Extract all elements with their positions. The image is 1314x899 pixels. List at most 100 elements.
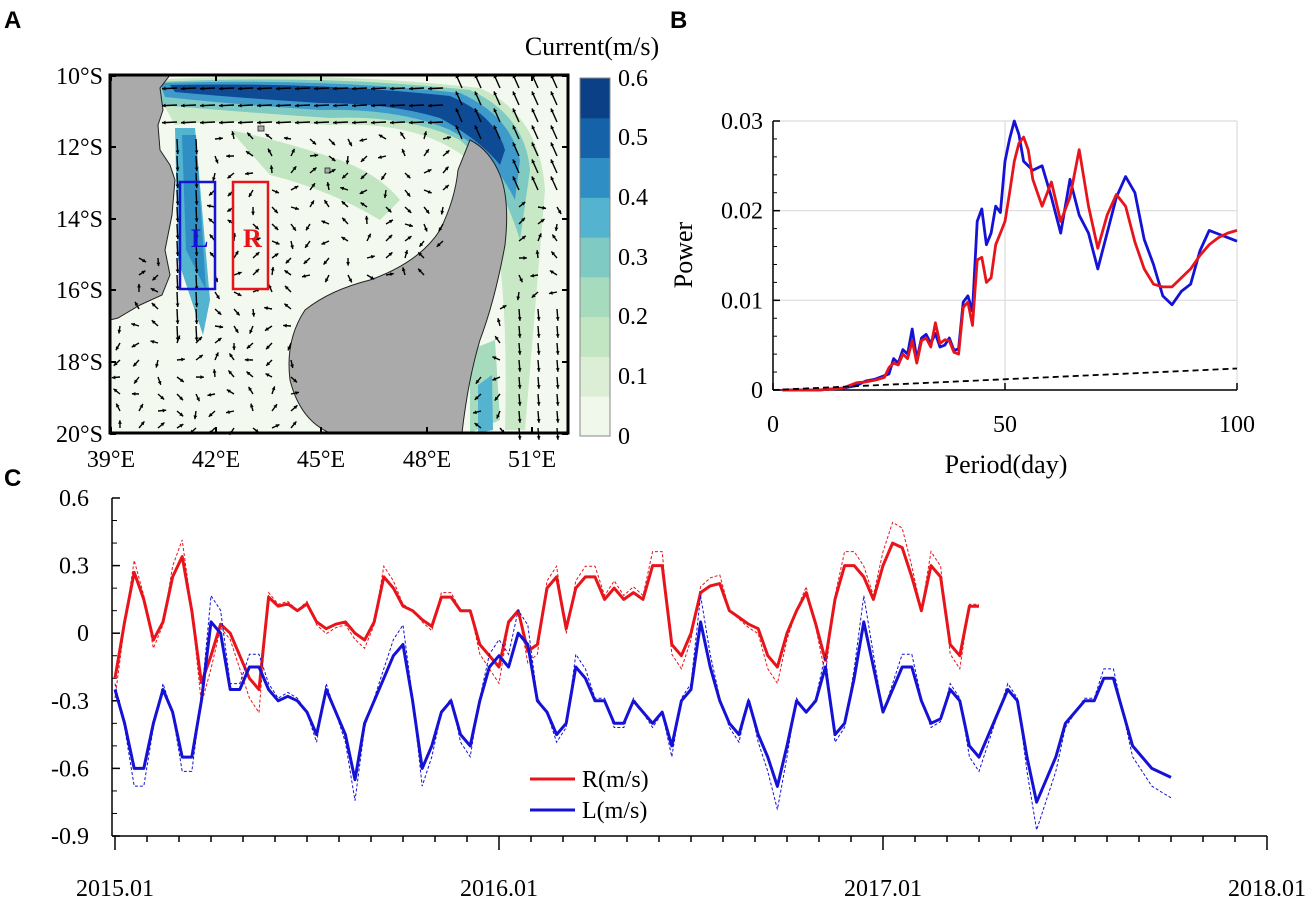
colorbar-tick: 0.2 [618,304,648,330]
current-arrowhead [175,201,180,205]
current-arrowhead [212,369,217,373]
y-tick-label: 0 [751,378,763,404]
current-arrowhead [226,410,230,414]
current-arrowhead [359,138,364,142]
current-arrowhead [496,414,500,419]
current-arrowhead [200,103,204,108]
current-arrowhead [425,149,429,154]
y-tick-label: 0.3 [59,554,89,580]
current-arrowhead [284,285,289,290]
y-tick-label: 0.02 [721,199,763,225]
current-arrowhead [194,218,199,222]
current-arrowhead [270,266,275,271]
current-arrowhead [257,86,261,91]
current-arrowhead [117,329,122,334]
current-arrowhead [555,419,560,423]
current-arrowhead [321,220,326,224]
current-arrowhead [295,391,299,395]
current-arrowhead [326,182,331,186]
current-arrowhead [175,184,180,188]
colorbar-segment [580,316,610,357]
y-tick-label: 0.6 [59,486,89,512]
current-arrowhead [256,237,261,242]
box-r-label: R [243,224,262,253]
current-arrowhead [406,192,411,197]
current-arrowhead [371,86,375,91]
current-arrowhead [175,150,180,154]
current-arrowhead [387,208,392,213]
current-arrowhead [283,323,287,328]
power-spectrum-chart: 0 0.01 0.02 0.03 0 50 100 [721,109,1255,438]
current-arrowhead [557,209,562,214]
current-arrowhead [287,346,292,351]
current-arrowhead [208,412,213,417]
box-l-label: L [191,224,208,253]
current-arrowhead [311,183,315,188]
current-arrowhead [542,205,547,210]
current-arrowhead [175,269,180,273]
legend-label-r: R(m/s) [582,767,649,793]
current-arrowhead [388,219,393,224]
colorbar-title: Current(m/s) [525,32,659,61]
current-arrowhead [214,159,219,164]
current-arrowhead [531,176,536,181]
current-arrowhead [219,103,223,108]
colorbar-tick: 0.5 [618,125,648,151]
current-arrowhead [474,91,479,96]
current-arrowhead [248,386,253,391]
current-arrowhead [255,269,260,273]
current-arrowhead [342,174,347,179]
current-arrowhead [359,190,364,194]
current-arrowhead [360,202,365,207]
lon-label: 45°E [297,447,345,473]
current-arrowhead [352,120,356,125]
current-arrowhead [341,236,346,241]
power-series-line-0 [782,119,1238,392]
x-tick-label: 2018.01 [1228,876,1306,899]
colorbar-segment [580,157,610,198]
current-arrowhead [342,217,347,222]
current-arrowhead [551,251,556,256]
current-arrowhead [348,278,352,283]
current-arrowhead [423,131,428,136]
current-arrowhead [409,103,413,108]
current-arrowhead [175,286,180,290]
current-arrowhead [455,125,460,130]
current-arrowhead [209,252,214,257]
current-arrowhead [162,103,166,108]
current-arrowhead [427,169,432,173]
current-arrowhead [364,215,369,220]
current-arrowhead [133,362,138,367]
current-arrowhead [115,346,120,351]
current-arrowhead [536,334,541,338]
map-frame [108,73,570,435]
current-arrowhead [212,177,216,182]
current-arrowhead [265,373,270,377]
current-arrowhead [497,318,501,323]
current-arrowhead [160,395,165,400]
current-arrowhead [348,142,352,147]
current-arrowhead [521,235,526,240]
current-arrowhead [519,278,523,283]
current-arrowhead [193,415,198,420]
current-arrowhead [142,258,147,263]
current-arrowhead [512,91,517,96]
current-arrowhead [321,241,326,245]
y-tick-label: -0.3 [51,689,89,715]
current-arrowhead [324,200,328,204]
current-arrowhead [530,273,535,278]
current-arrowhead [265,133,270,138]
current-arrowhead [550,142,555,147]
current-arrowhead [176,335,181,340]
current-arrowhead [219,120,223,125]
current-arrowhead [493,91,498,96]
current-arrowhead [345,160,350,165]
current-arrowhead [306,226,310,231]
current-arrowhead [418,268,422,273]
colorbar-segment [580,276,610,318]
current-arrowhead [293,405,298,410]
current-arrowhead [531,142,536,147]
current-arrowhead [555,402,560,406]
current-arrowhead [181,357,185,362]
current-arrowhead [425,209,430,214]
